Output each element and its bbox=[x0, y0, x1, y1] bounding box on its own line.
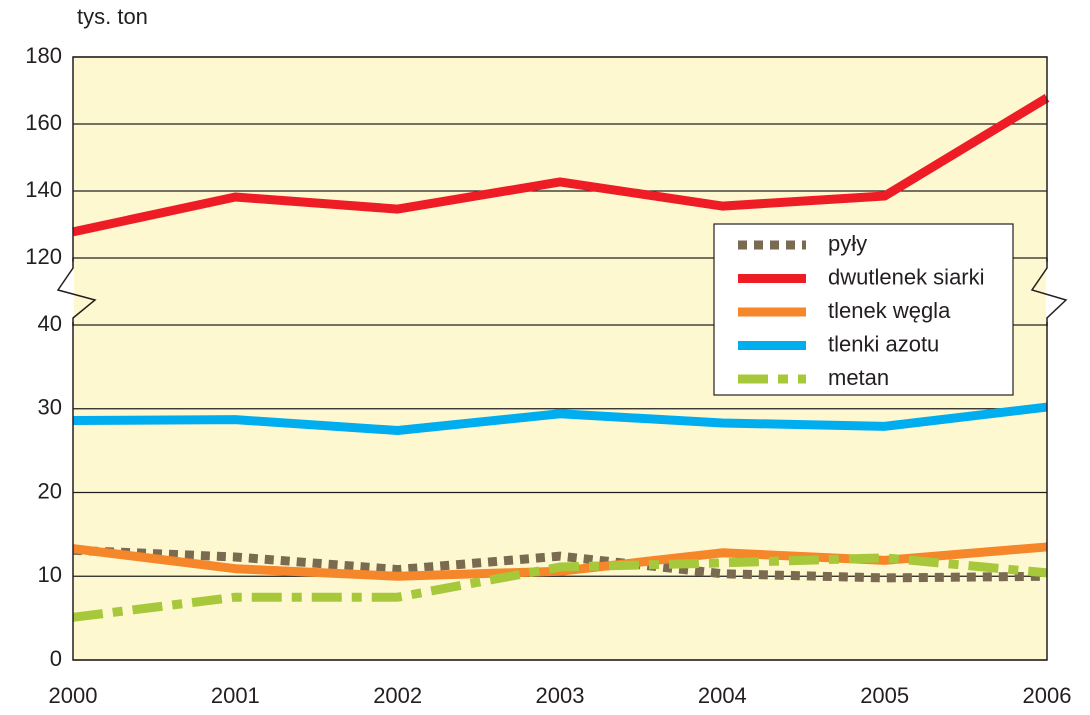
series-line bbox=[72, 545, 1048, 583]
x-tick-label: 2000 bbox=[49, 683, 98, 708]
x-tick-label: 2001 bbox=[211, 683, 260, 708]
legend-label: tlenek węgla bbox=[828, 298, 951, 323]
y-tick-label: 180 bbox=[25, 43, 62, 68]
y-tick-label: 120 bbox=[25, 244, 62, 269]
legend-label: metan bbox=[828, 365, 889, 390]
y-tick-label: 140 bbox=[25, 177, 62, 202]
legend-label: pyły bbox=[828, 231, 867, 256]
y-axis-label: tys. ton bbox=[77, 4, 148, 29]
x-tick-label: 2006 bbox=[1023, 683, 1072, 708]
y-tick-label: 0 bbox=[50, 646, 62, 671]
x-tick-label: 2004 bbox=[698, 683, 747, 708]
y-tick-label: 30 bbox=[38, 395, 62, 420]
legend: pyły dwutlenek siarki tlenek węgla tlenki a… bbox=[713, 223, 1014, 396]
y-tick-label: 20 bbox=[38, 478, 62, 503]
y-tick-label: 40 bbox=[38, 311, 62, 336]
axis-break-right bbox=[1030, 258, 1068, 326]
lines bbox=[72, 94, 1050, 622]
x-tick-label: 2003 bbox=[536, 683, 585, 708]
series-line bbox=[72, 553, 1048, 622]
x-tick-label: 2005 bbox=[860, 683, 909, 708]
plot-frame bbox=[72, 56, 1048, 661]
legend-label: dwutlenek siarki bbox=[828, 264, 985, 289]
x-tick-label: 2002 bbox=[373, 683, 422, 708]
series-line bbox=[72, 402, 1048, 436]
break-mask-right bbox=[1046, 262, 1072, 322]
legend-label: tlenki azotu bbox=[828, 331, 939, 356]
y-tick-label: 10 bbox=[38, 562, 62, 587]
y-tick-label: 160 bbox=[25, 110, 62, 135]
axis-break-left bbox=[56, 258, 97, 326]
series-line bbox=[72, 94, 1050, 237]
